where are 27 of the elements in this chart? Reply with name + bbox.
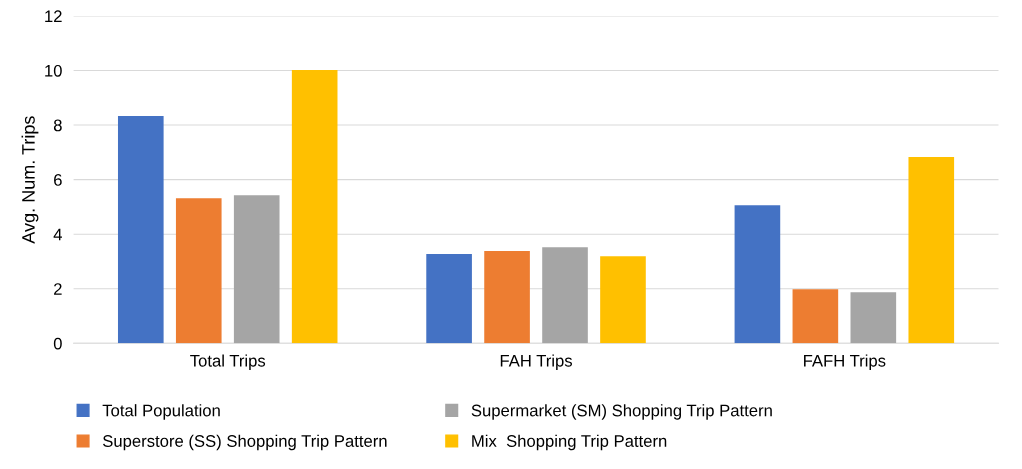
y-tick-label: 8	[53, 119, 62, 132]
y-tick-label: 2	[54, 283, 62, 295]
y-axis-title: Avg. Num. Trips	[21, 116, 39, 244]
bar	[233, 195, 280, 344]
y-tick-label: 12	[45, 10, 62, 22]
y-tick-label: 10	[45, 64, 62, 77]
bar	[542, 247, 588, 344]
bar	[291, 69, 338, 344]
y-tick-label: 4	[53, 228, 62, 241]
bar	[175, 198, 222, 344]
x-tick-label: Total Trips	[190, 354, 266, 370]
bar	[792, 289, 839, 344]
legend-label: Supermarket (SM) Shopping Trip Pattern	[471, 404, 772, 420]
bar	[484, 251, 530, 344]
legend-label: Mix Shopping Trip Pattern	[472, 434, 667, 451]
legend-label: Total Population	[102, 404, 220, 420]
bar	[734, 205, 781, 344]
bar	[908, 156, 955, 344]
x-tick-label: FAH Trips	[500, 354, 573, 370]
x-tick-label: FAFH Trips	[804, 354, 886, 370]
y-tick-label: 0	[53, 337, 62, 350]
bar	[600, 256, 646, 344]
legend-label: Superstore (SS) Shopping Trip Pattern	[103, 434, 387, 451]
bar	[117, 116, 164, 344]
y-tick-label: 6	[54, 174, 62, 186]
bar	[426, 254, 472, 344]
bar	[850, 292, 897, 344]
